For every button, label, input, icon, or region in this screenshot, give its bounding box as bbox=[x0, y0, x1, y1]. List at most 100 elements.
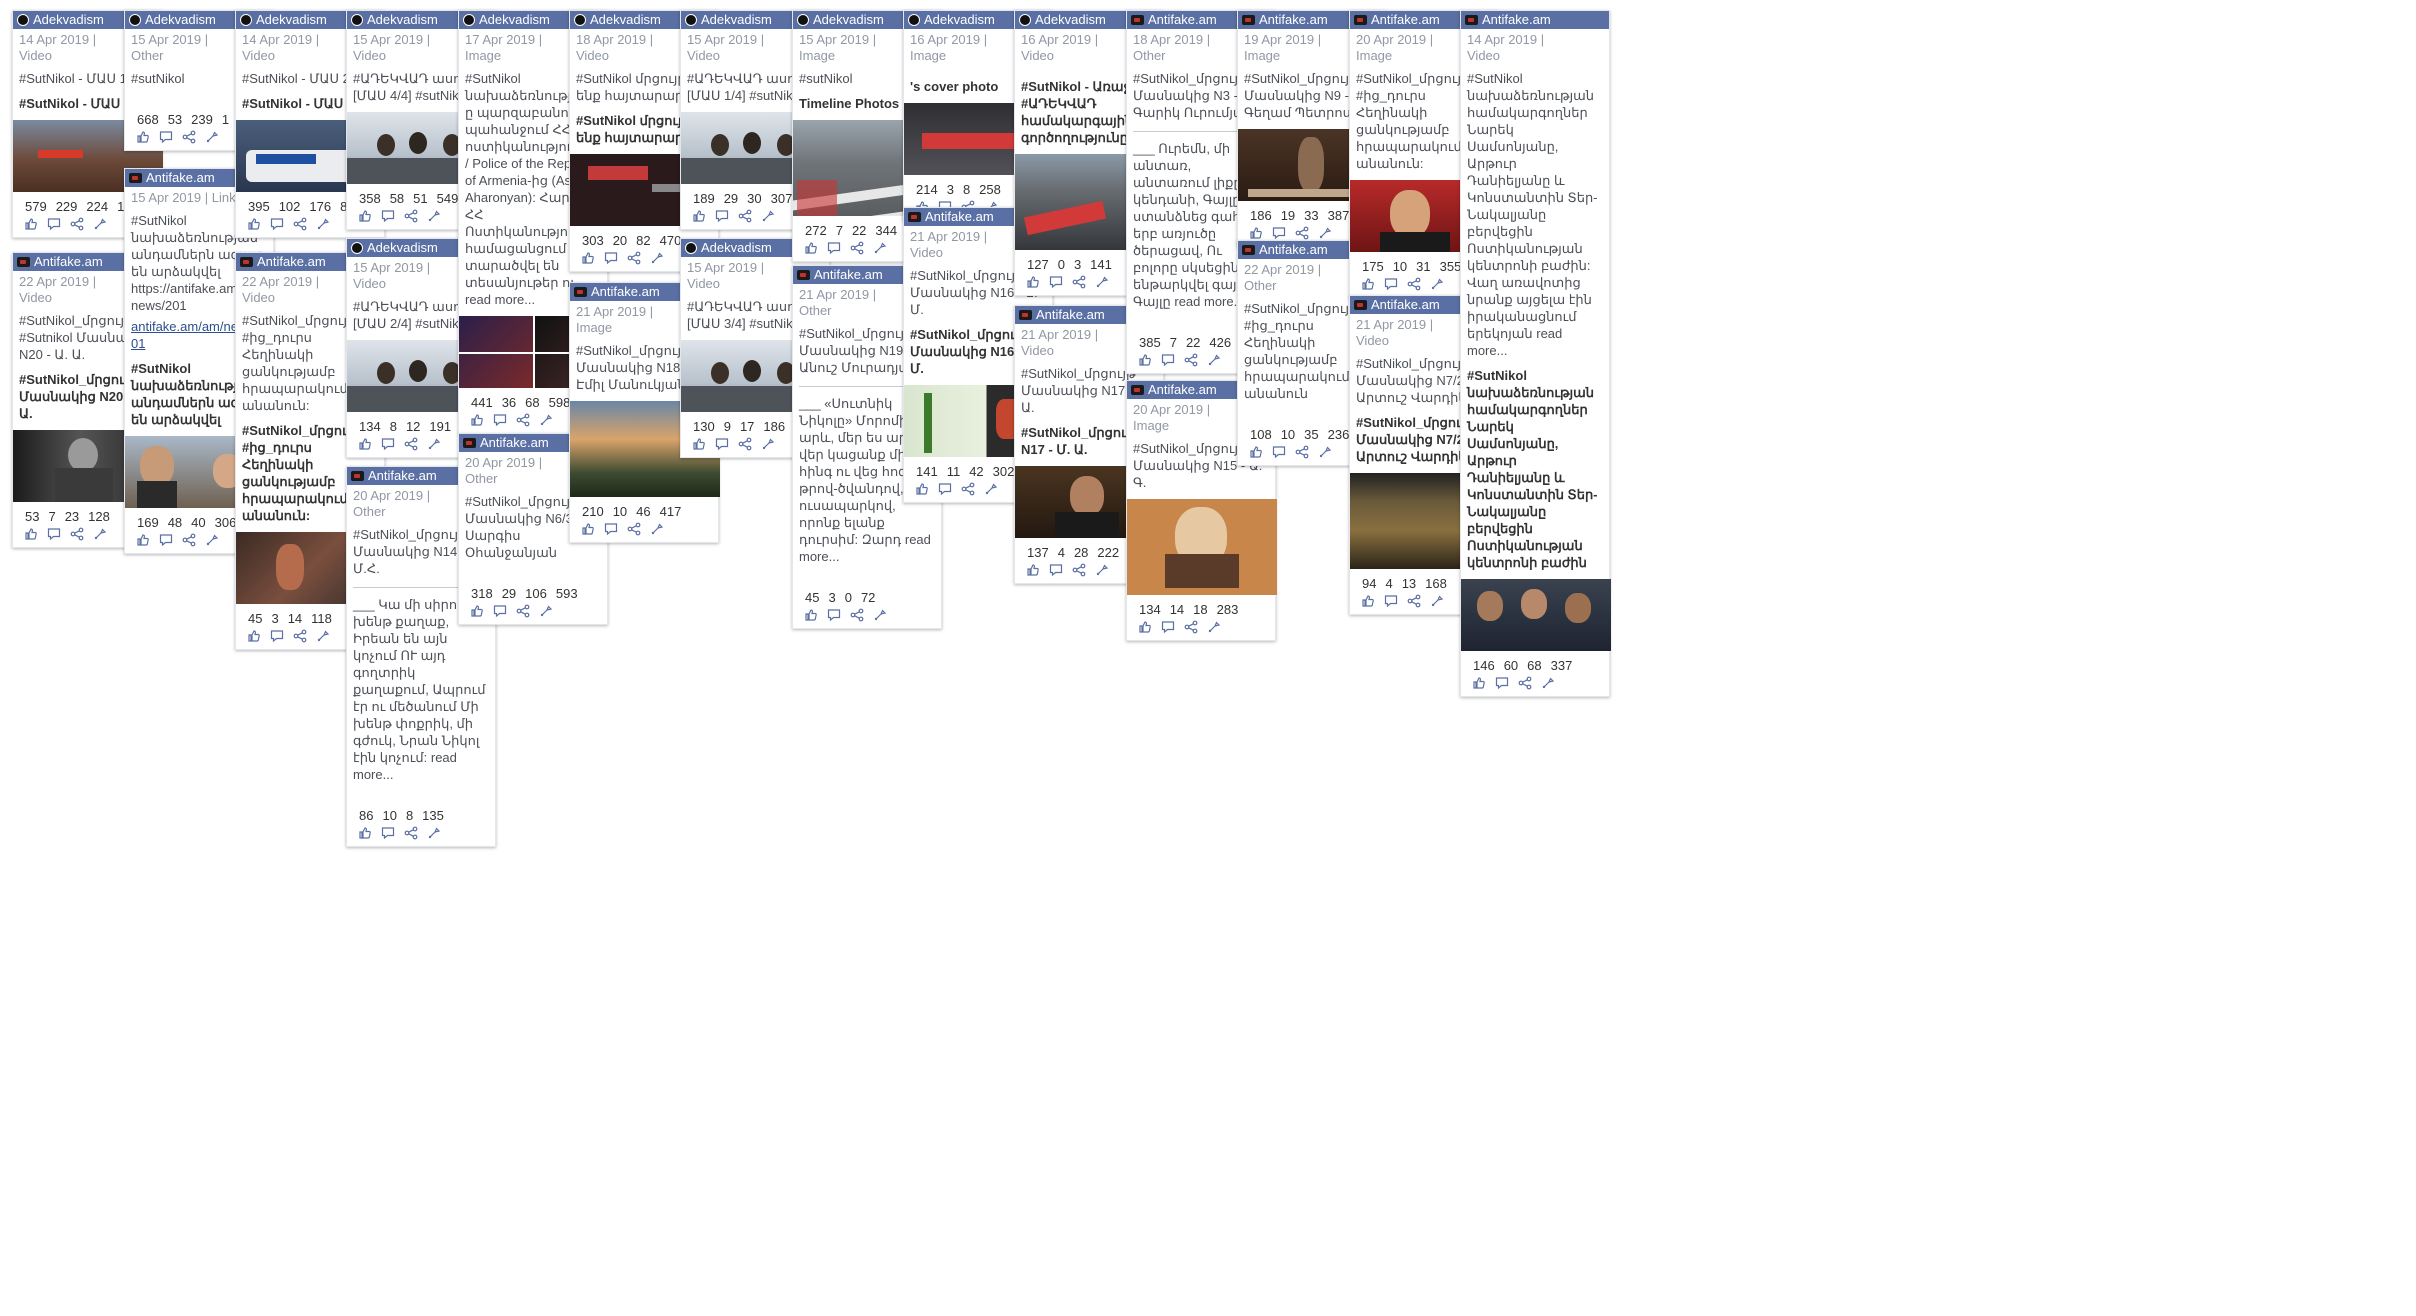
share-icon[interactable] bbox=[404, 826, 418, 840]
engage-icon[interactable] bbox=[1318, 226, 1332, 240]
comment-icon[interactable] bbox=[604, 251, 618, 265]
comment-icon[interactable] bbox=[381, 209, 395, 223]
like-icon[interactable] bbox=[247, 217, 261, 231]
source-name[interactable]: Antifake.am bbox=[1482, 12, 1551, 27]
comment-icon[interactable] bbox=[827, 608, 841, 622]
like-icon[interactable] bbox=[1249, 226, 1263, 240]
engage-icon[interactable] bbox=[205, 130, 219, 144]
comment-icon[interactable] bbox=[270, 217, 284, 231]
source-name[interactable]: Antifake.am bbox=[257, 254, 326, 269]
share-icon[interactable] bbox=[1072, 275, 1086, 289]
engage-icon[interactable] bbox=[1541, 676, 1555, 690]
engage-icon[interactable] bbox=[1207, 620, 1221, 634]
source-name[interactable]: Antifake.am bbox=[146, 170, 215, 185]
engage-icon[interactable] bbox=[1430, 277, 1444, 291]
engage-icon[interactable] bbox=[93, 217, 107, 231]
source-name[interactable]: Antifake.am bbox=[591, 284, 660, 299]
like-icon[interactable] bbox=[470, 604, 484, 618]
comment-icon[interactable] bbox=[1495, 676, 1509, 690]
source-name[interactable]: Antifake.am bbox=[1371, 12, 1440, 27]
comment-icon[interactable] bbox=[159, 533, 173, 547]
like-icon[interactable] bbox=[804, 241, 818, 255]
like-icon[interactable] bbox=[692, 209, 706, 223]
share-icon[interactable] bbox=[627, 522, 641, 536]
comment-icon[interactable] bbox=[1272, 445, 1286, 459]
like-icon[interactable] bbox=[136, 130, 150, 144]
source-name[interactable]: Adekvadism bbox=[701, 12, 772, 27]
like-icon[interactable] bbox=[358, 437, 372, 451]
comment-icon[interactable] bbox=[493, 413, 507, 427]
engage-icon[interactable] bbox=[316, 629, 330, 643]
share-icon[interactable] bbox=[1518, 676, 1532, 690]
engage-icon[interactable] bbox=[539, 604, 553, 618]
engage-icon[interactable] bbox=[1318, 445, 1332, 459]
share-icon[interactable] bbox=[182, 533, 196, 547]
post-link[interactable]: antifake.am/am/news/201 bbox=[131, 319, 265, 351]
comment-icon[interactable] bbox=[270, 629, 284, 643]
engage-icon[interactable] bbox=[650, 251, 664, 265]
share-icon[interactable] bbox=[293, 217, 307, 231]
comment-icon[interactable] bbox=[381, 826, 395, 840]
source-name[interactable]: Adekvadism bbox=[590, 12, 661, 27]
source-name[interactable]: Adekvadism bbox=[367, 240, 438, 255]
like-icon[interactable] bbox=[470, 413, 484, 427]
like-icon[interactable] bbox=[358, 826, 372, 840]
comment-icon[interactable] bbox=[827, 241, 841, 255]
share-icon[interactable] bbox=[1184, 353, 1198, 367]
like-icon[interactable] bbox=[581, 251, 595, 265]
post-card[interactable]: Antifake.am 21 Apr 2019 | Image #SutNikol_մ… bbox=[569, 282, 720, 543]
share-icon[interactable] bbox=[1184, 620, 1198, 634]
comment-icon[interactable] bbox=[1384, 277, 1398, 291]
like-icon[interactable] bbox=[804, 608, 818, 622]
like-icon[interactable] bbox=[24, 527, 38, 541]
engage-icon[interactable] bbox=[205, 533, 219, 547]
share-icon[interactable] bbox=[516, 413, 530, 427]
engage-icon[interactable] bbox=[1095, 563, 1109, 577]
share-icon[interactable] bbox=[1072, 563, 1086, 577]
source-name[interactable]: Adekvadism bbox=[701, 240, 772, 255]
comment-icon[interactable] bbox=[1272, 226, 1286, 240]
like-icon[interactable] bbox=[1361, 594, 1375, 608]
comment-icon[interactable] bbox=[1384, 594, 1398, 608]
like-icon[interactable] bbox=[1361, 277, 1375, 291]
engage-icon[interactable] bbox=[427, 437, 441, 451]
card-header[interactable]: Antifake.am bbox=[1461, 11, 1609, 29]
share-icon[interactable] bbox=[404, 437, 418, 451]
comment-icon[interactable] bbox=[47, 527, 61, 541]
source-name[interactable]: Antifake.am bbox=[34, 254, 103, 269]
like-icon[interactable] bbox=[915, 482, 929, 496]
engage-icon[interactable] bbox=[650, 522, 664, 536]
source-name[interactable]: Adekvadism bbox=[145, 12, 216, 27]
engage-icon[interactable] bbox=[427, 209, 441, 223]
engage-icon[interactable] bbox=[539, 413, 553, 427]
engage-icon[interactable] bbox=[873, 241, 887, 255]
engage-icon[interactable] bbox=[1430, 594, 1444, 608]
source-name[interactable]: Adekvadism bbox=[256, 12, 327, 27]
like-icon[interactable] bbox=[692, 437, 706, 451]
source-name[interactable]: Antifake.am bbox=[814, 267, 883, 282]
comment-icon[interactable] bbox=[1049, 275, 1063, 289]
comment-icon[interactable] bbox=[1161, 620, 1175, 634]
like-icon[interactable] bbox=[247, 629, 261, 643]
like-icon[interactable] bbox=[1138, 353, 1152, 367]
post-thumbnail[interactable] bbox=[1461, 579, 1611, 651]
share-icon[interactable] bbox=[627, 251, 641, 265]
post-card[interactable]: Adekvadism 15 Apr 2019 | Video #ԱԴԵԿՎԱԴ ասո… bbox=[346, 10, 497, 230]
like-icon[interactable] bbox=[136, 533, 150, 547]
comment-icon[interactable] bbox=[159, 130, 173, 144]
engage-icon[interactable] bbox=[873, 608, 887, 622]
engage-icon[interactable] bbox=[1095, 275, 1109, 289]
post-card[interactable]: Antifake.am 20 Apr 2019 | Image #SutNikol_մ… bbox=[1126, 380, 1277, 641]
source-name[interactable]: Antifake.am bbox=[1148, 12, 1217, 27]
share-icon[interactable] bbox=[850, 608, 864, 622]
post-card[interactable]: Antifake.am 20 Apr 2019 | Other #SutNikol_մ… bbox=[346, 466, 496, 847]
source-name[interactable]: Antifake.am bbox=[1259, 242, 1328, 257]
share-icon[interactable] bbox=[850, 241, 864, 255]
source-name[interactable]: Adekvadism bbox=[367, 12, 438, 27]
comment-icon[interactable] bbox=[1049, 563, 1063, 577]
share-icon[interactable] bbox=[516, 604, 530, 618]
comment-icon[interactable] bbox=[381, 437, 395, 451]
share-icon[interactable] bbox=[70, 527, 84, 541]
share-icon[interactable] bbox=[293, 629, 307, 643]
like-icon[interactable] bbox=[24, 217, 38, 231]
